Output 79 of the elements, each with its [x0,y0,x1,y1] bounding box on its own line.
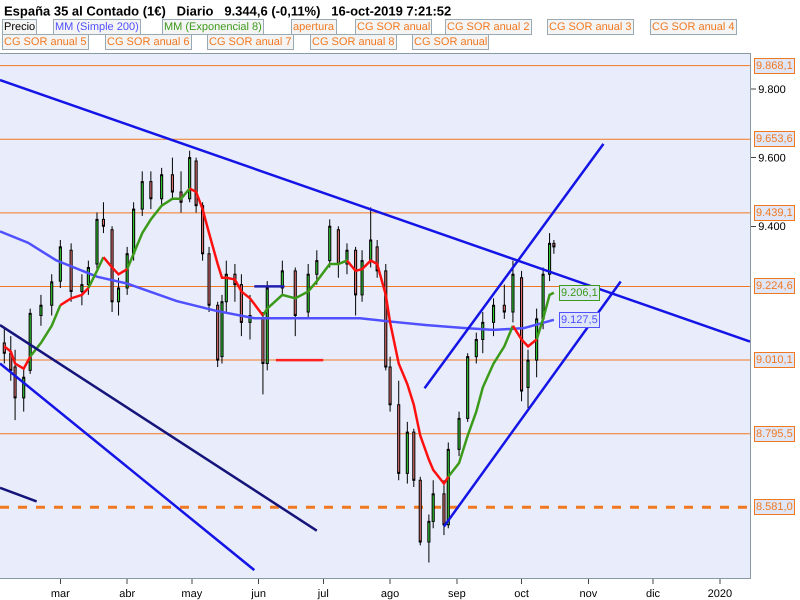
data-label: 9.206,1 [561,287,598,299]
candlestick [418,476,422,546]
text: CG SOR anual 8 [312,36,395,48]
x-tick-label: oct [514,588,529,600]
candlestick [412,428,416,488]
candlestick [116,277,120,316]
text: CG SOR anual 4 [652,21,735,33]
candlestick [354,246,358,316]
candlestick [502,284,506,320]
text: CG SOR anual 5 [4,36,87,48]
text: CG SOR anual 7 [209,36,292,48]
candlestick [280,260,284,296]
candlestick [520,270,524,402]
ref-line-label: 8.795,5 [756,428,793,440]
candlestick [360,250,364,302]
text: CG SOR anual [414,36,488,48]
candlestick [58,239,62,289]
text: CG SOR anual 2 [447,21,530,33]
candlestick [248,294,252,340]
candlestick [39,294,42,326]
ref-line-label: 8.581,0 [756,501,793,513]
candlestick [95,212,99,272]
candlestick [188,150,192,203]
candlestick [70,242,73,302]
x-tick-label: ago [380,588,400,600]
ref-line-label: 9.868,1 [756,60,793,72]
candlestick [140,170,144,216]
candlestick [315,250,318,286]
x-tick-label: sep [448,588,466,600]
ref-line-label: 9.224,6 [756,280,793,292]
candlestick [458,411,461,457]
ref-line-label: 9.439,1 [756,207,793,219]
candlestick [149,170,152,210]
x-tick-label: abr [119,588,136,600]
candlestick [306,264,310,320]
candlestick [369,206,372,268]
x-tick-label: may [181,588,203,600]
text: apertura [293,21,335,33]
candlestick [474,332,478,364]
data-label: 9.127,5 [561,314,598,326]
candlestick [132,202,136,262]
candlestick [397,380,400,481]
text: CG SOR anual [357,21,430,33]
candlestick [50,274,54,316]
y-tick-label: 9.400 [758,221,786,234]
candlestick [466,352,470,422]
x-tick-label: jul [316,588,329,600]
ref-line-label: 9.653,6 [756,133,793,145]
x-tick-label: nov [579,588,598,600]
candlestick [160,167,164,206]
candlestick [328,218,332,268]
x-tick-label: 2020 [708,588,732,600]
candlestick [548,232,552,282]
candlestick [110,226,114,313]
candlestick [492,298,496,337]
ref-line-label: 9.010,1 [756,354,793,366]
text: MM (Simple 200) [55,21,139,33]
candlestick [294,266,297,337]
candlestick [102,202,105,234]
line-series [0,230,556,332]
x-tick-label: jun [250,588,266,600]
text: Precio [4,21,36,33]
y-tick-label: 9.600 [758,152,786,164]
text: CG SOR anual 3 [549,21,632,33]
text: MM (Exponencial 8) [164,21,262,33]
candlestick [526,349,530,409]
candlestick [511,260,514,323]
x-tick-label: dic [646,588,661,600]
candlestick [170,157,174,200]
text: CG SOR anual 6 [107,36,190,48]
chart-title: España 35 al Contado (1€) Diario 9.344,6 (-0,11%) 16-oct-2019 7:21:52 [4,4,452,19]
candlestick [2,328,6,364]
candlestick [336,226,340,278]
candlestick [80,274,84,306]
y-tick-label: 9.800 [758,84,786,96]
candlestick [406,421,409,484]
candlestick [208,246,211,313]
candlestick [481,312,484,354]
x-tick-label: mar [50,588,70,600]
